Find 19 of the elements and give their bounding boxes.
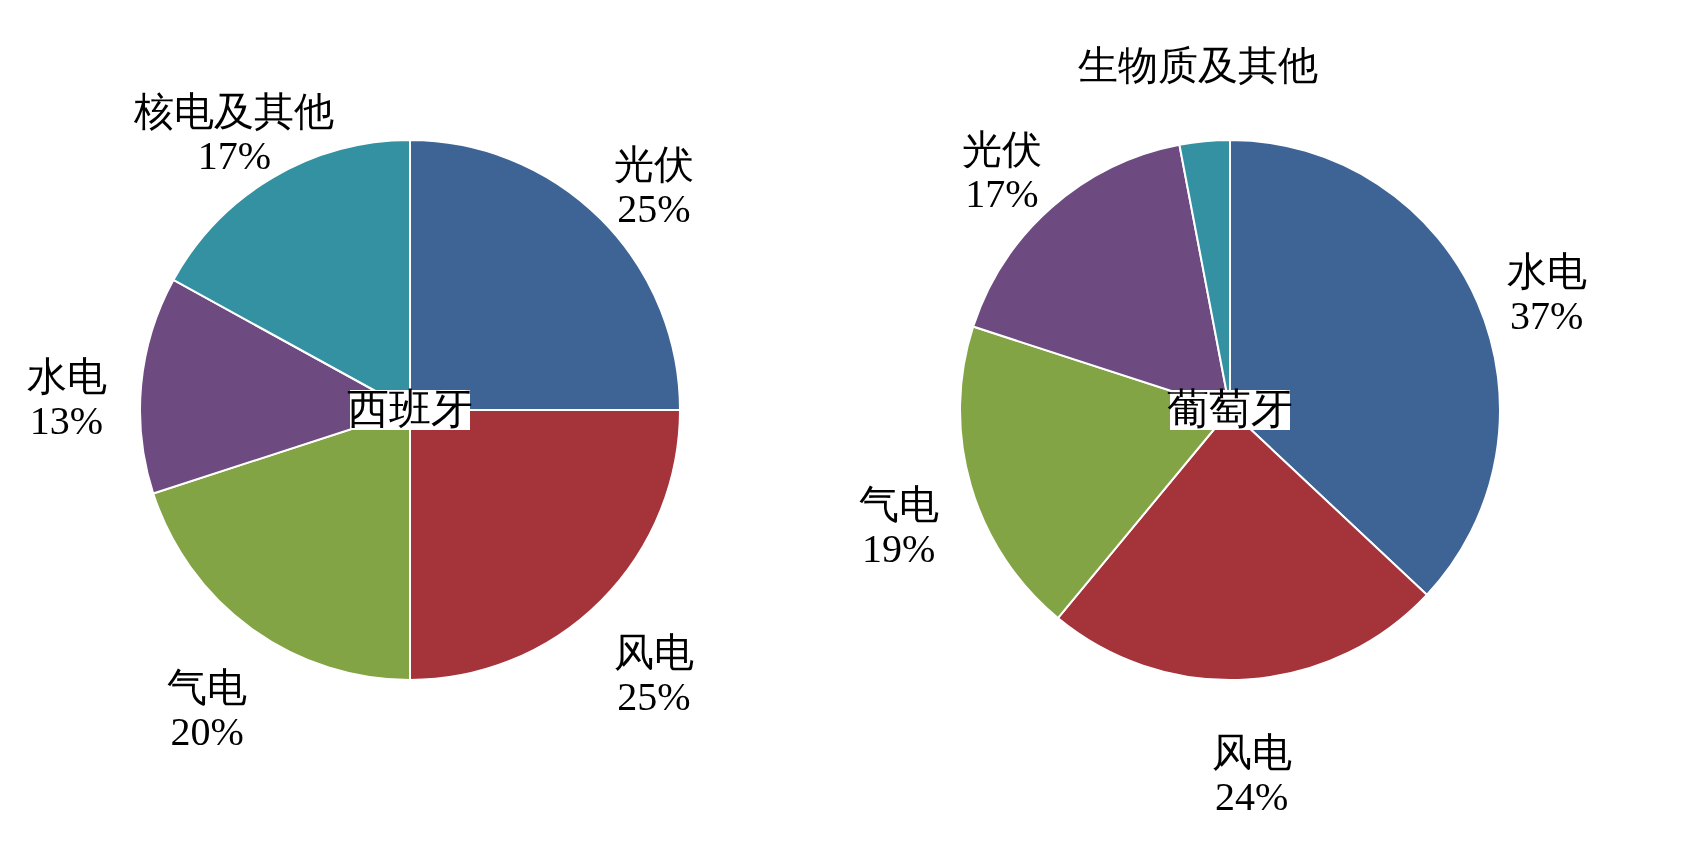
data-label: 17% (197, 133, 272, 179)
slice-label: 气电 (167, 665, 248, 711)
slice-label: 生物质及其他 (1077, 42, 1318, 88)
data-label: 20% (170, 709, 244, 755)
slice-label: 光伏 (961, 127, 1042, 173)
data-label: 25% (617, 186, 691, 232)
slice-label: 水电 (1506, 248, 1587, 294)
slice-label: 风电 (1211, 730, 1292, 776)
data-label: 17% (965, 171, 1039, 217)
slice-label: 光伏 (613, 142, 694, 188)
slice-label: 风电 (613, 629, 694, 675)
data-label: 24% (1215, 774, 1289, 820)
data-label: 13% (29, 397, 104, 443)
slice-label: 核电及其他 (133, 89, 335, 135)
data-label: 37% (1509, 292, 1584, 338)
data-label: 25% (617, 673, 691, 719)
data-label: 19% (862, 526, 936, 572)
slice-label: 气电 (858, 482, 939, 528)
slice-label: 水电 (26, 353, 107, 399)
